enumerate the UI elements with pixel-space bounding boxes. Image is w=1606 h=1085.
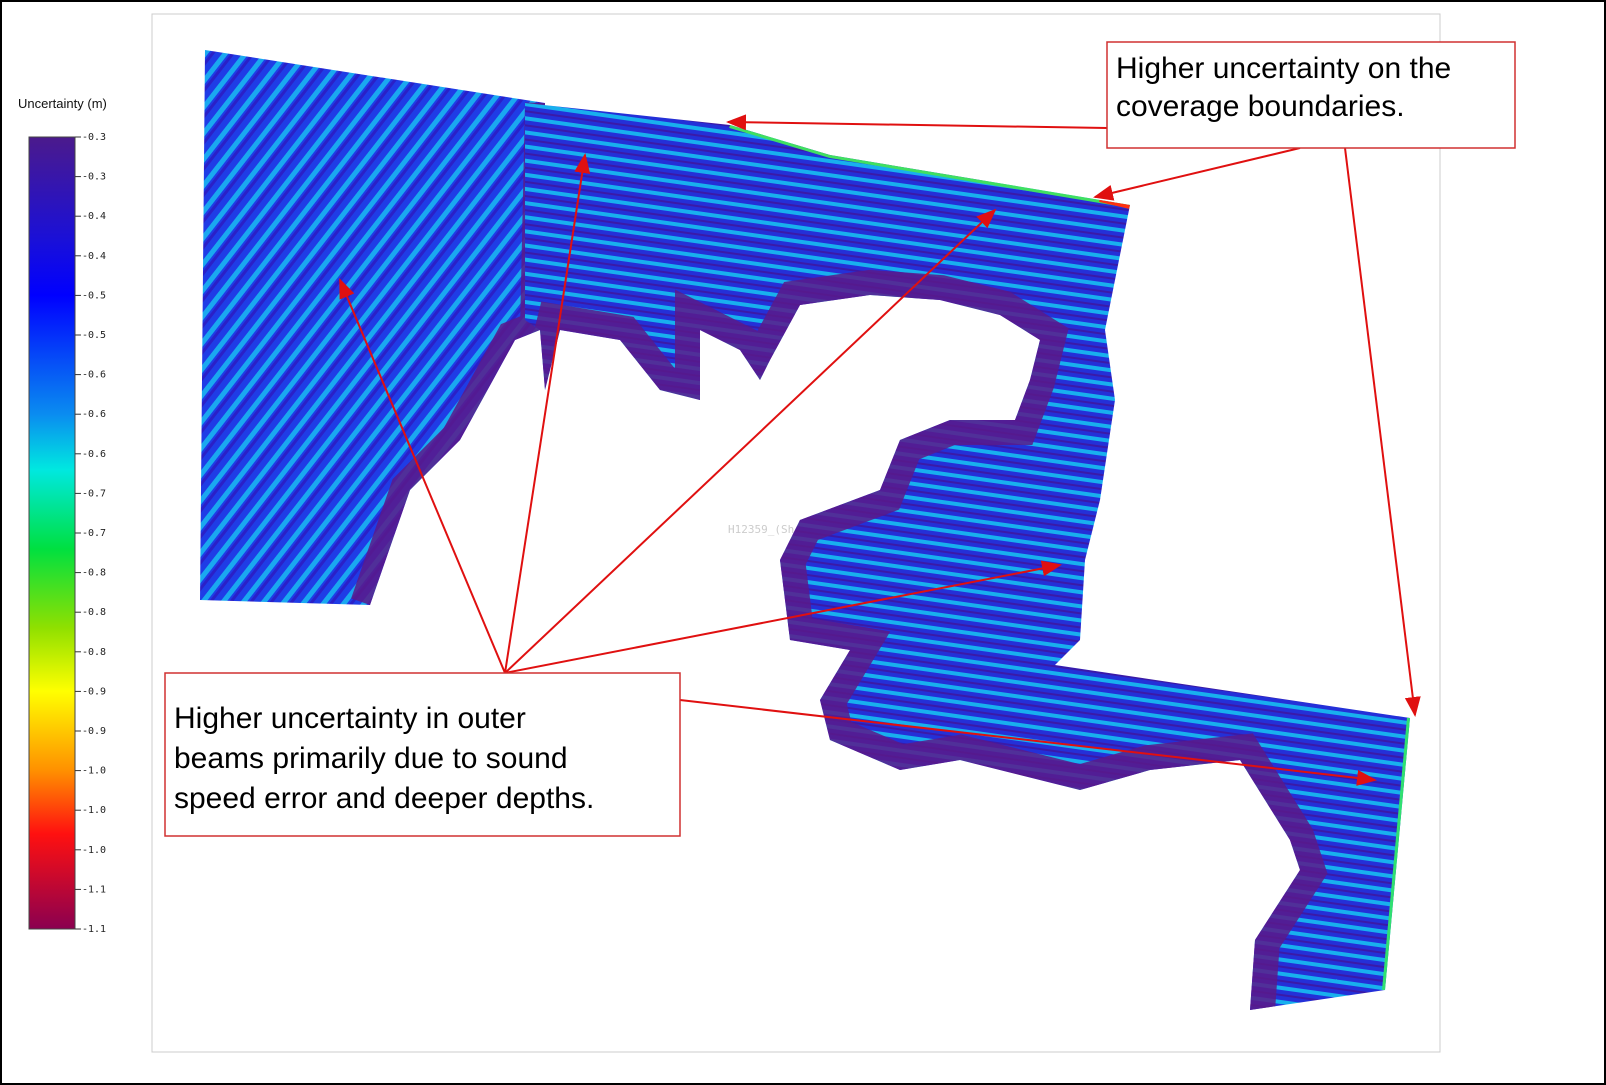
colorbar-tick-label: -1.0: [82, 805, 106, 816]
annotation-line: beams primarily due to sound: [174, 742, 568, 775]
colorbar-tick-label: -0.7: [82, 528, 106, 539]
legend-title: Uncertainty (m): [18, 96, 107, 111]
annotation-line: coverage boundaries.: [1116, 90, 1405, 123]
watermark: H12359_(Sh: [728, 523, 794, 536]
colorbar-tick-label: -0.8: [82, 607, 106, 618]
colorbar-tick-label: -1.1: [82, 884, 106, 895]
colorbar: [29, 137, 75, 929]
colorbar-tick-label: -0.3: [82, 132, 106, 143]
colorbar-tick-label: -0.8: [82, 647, 106, 658]
colorbar-tick-label: -0.5: [82, 330, 106, 341]
colorbar-tick-label: -0.6: [82, 449, 106, 460]
colorbar-tick-label: -0.8: [82, 568, 106, 579]
colorbar-tick-label: -1.0: [82, 845, 106, 856]
annotation-line: Higher uncertainty on the: [1116, 52, 1451, 85]
colorbar-tick-label: -1.1: [82, 924, 106, 935]
colorbar-tick-label: -0.9: [82, 726, 106, 737]
annotation-line: Higher uncertainty in outer: [174, 702, 526, 735]
colorbar-tick-label: -0.9: [82, 686, 106, 697]
colorbar-tick-label: -0.7: [82, 488, 106, 499]
colorbar-tick-label: -0.3: [82, 172, 106, 183]
colorbar-tick-label: -0.4: [82, 211, 106, 222]
screenshot: Uncertainty (m) -0.3 -0.3 -0.4 -0.4 -0.5 -0.5…: [0, 0, 1606, 1085]
annotation-line: speed error and deeper depths.: [174, 782, 594, 815]
annotation-box: Higher uncertainty in outer beams primar…: [165, 673, 680, 836]
colorbar-tick-label: -1.0: [82, 766, 106, 777]
annotation-box: Higher uncertainty on the coverage bound…: [1107, 42, 1515, 148]
colorbar-tick-label: -0.5: [82, 290, 106, 301]
colorbar-tick-label: -0.4: [82, 251, 106, 262]
colorbar-tick-label: -0.6: [82, 409, 106, 420]
colorbar-tick-label: -0.6: [82, 370, 106, 381]
